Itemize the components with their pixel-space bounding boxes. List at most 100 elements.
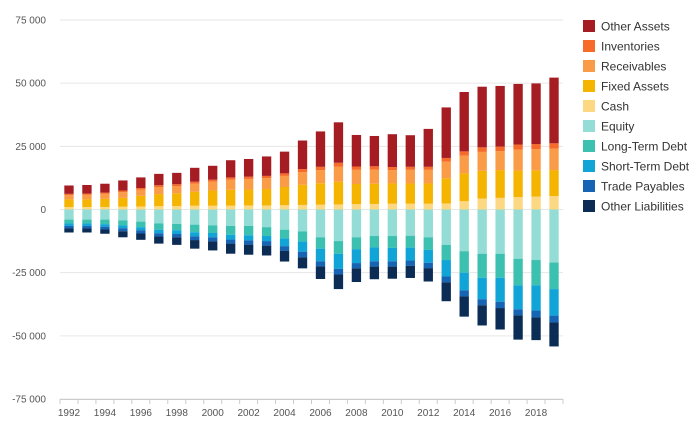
bar-segment-fixed-assets (136, 195, 146, 207)
bar-segment-inventories (208, 179, 218, 182)
bar-segment-cash (82, 206, 92, 210)
bar-segment-long-term-debt (405, 235, 415, 248)
bar-segment-trade-payables (136, 230, 146, 234)
bar-segment-fixed-assets (82, 199, 92, 207)
legend-label: Other Assets (601, 20, 670, 34)
bar-segment-inventories (477, 147, 487, 152)
bar-segment-trade-payables (495, 301, 505, 309)
bar-segment-fixed-assets (387, 183, 398, 204)
bar-segment-short-term-debt (297, 241, 308, 252)
bar-segment-trade-payables (549, 315, 559, 323)
legend-swatch (583, 40, 595, 52)
bar-segment-short-term-debt (315, 248, 326, 262)
bar-segment-receivables (225, 179, 236, 190)
bar-segment-fixed-assets (459, 173, 469, 202)
bar-segment-inventories (495, 146, 505, 152)
bar-segment-cash (531, 196, 541, 210)
legend-swatch (583, 20, 595, 32)
bar-segment-long-term-debt (369, 236, 380, 248)
bar-segment-receivables (208, 181, 218, 191)
bar-segment-other-assets (136, 177, 146, 189)
x-tick-label: 2002 (238, 408, 261, 419)
bar-segment-inventories (82, 193, 92, 195)
bar-segment-equity (315, 209, 326, 238)
bar-segment-long-term-debt (64, 219, 74, 224)
bar-segment-inventories (513, 144, 523, 150)
bar-segment-trade-payables (208, 237, 218, 242)
y-tick-label: -75 000 (12, 395, 46, 406)
x-tick-label: 2012 (417, 408, 440, 419)
bar-segment-equity (387, 209, 398, 237)
bar-segment-other-assets (405, 135, 415, 167)
bar-segment-trade-payables (441, 276, 451, 283)
bar-segment-equity (459, 209, 469, 252)
bar-segment-cash (261, 205, 272, 210)
bar-segment-inventories (64, 193, 74, 196)
bar-segment-other-liabilities (297, 257, 308, 269)
bar-segment-inventories (441, 157, 451, 162)
bar-segment-long-term-debt (315, 237, 326, 249)
bar-segment-long-term-debt (154, 223, 164, 230)
bar-segment-cash (333, 204, 344, 210)
bar-segment-long-term-debt (297, 231, 308, 242)
bar-segment-trade-payables (477, 299, 487, 306)
bar-segment-long-term-debt (477, 253, 487, 278)
bar-segment-short-term-debt (477, 277, 487, 300)
bar-segment-receivables (369, 169, 380, 184)
bar-segment-short-term-debt (549, 289, 559, 316)
bar-segment-cash (549, 196, 559, 210)
bar-segment-long-term-debt (531, 260, 541, 286)
bar-segment-long-term-debt (136, 221, 146, 228)
bar-segment-equity (82, 209, 92, 220)
bar-segment-other-assets (369, 135, 380, 167)
bar-segment-other-liabilities (118, 231, 128, 238)
bar-segment-other-liabilities (136, 233, 146, 240)
bar-segment-short-term-debt (190, 232, 200, 237)
bar-segment-short-term-debt (154, 229, 164, 234)
bar-segment-cash (495, 197, 505, 210)
bar-segment-other-liabilities (531, 317, 541, 341)
bar-segment-equity (513, 209, 523, 259)
bar-segment-equity (225, 209, 236, 226)
bar-segment-inventories (315, 166, 326, 171)
bar-segment-receivables (441, 161, 451, 179)
x-tick-label: 2008 (345, 408, 368, 419)
bar-segment-short-term-debt (351, 249, 362, 264)
bar-segment-long-term-debt (261, 227, 272, 237)
bar-segment-other-liabilities (208, 241, 218, 251)
bar-segment-long-term-debt (333, 241, 344, 254)
bar-segment-receivables (243, 178, 254, 190)
bar-segment-fixed-assets (190, 191, 200, 206)
bar-segment-fixed-assets (208, 190, 218, 206)
legend-swatch (583, 120, 595, 132)
bar-segment-long-term-debt (495, 253, 505, 278)
bar-segment-trade-payables (531, 310, 541, 318)
bar-segment-receivables (495, 151, 505, 171)
bar-segment-other-assets (351, 134, 362, 167)
bar-segment-long-term-debt (172, 223, 182, 231)
bar-segment-inventories (549, 143, 559, 149)
bar-segment-short-term-debt (279, 238, 290, 247)
bar-segment-equity (297, 209, 308, 232)
bar-segment-inventories (279, 173, 290, 176)
bar-segment-short-term-debt (333, 253, 344, 269)
bar-segment-inventories (369, 166, 380, 170)
legend-swatch (583, 160, 595, 172)
bar-segment-trade-payables (513, 309, 523, 316)
bar-segment-other-liabilities (405, 265, 415, 278)
bar-segment-short-term-debt (423, 249, 433, 263)
legend-swatch (583, 180, 595, 192)
bar-segment-other-assets (333, 122, 344, 163)
legend-label: Trade Payables (601, 180, 685, 194)
bar-segment-equity (495, 209, 505, 254)
bar-segment-other-liabilities (315, 266, 326, 279)
x-tick-label: 1998 (166, 408, 189, 419)
bar-segment-other-assets (261, 156, 272, 176)
bar-segment-fixed-assets (477, 170, 487, 199)
bar-segment-other-assets (297, 140, 308, 170)
bar-segment-other-liabilities (100, 229, 110, 234)
bar-segment-receivables (279, 175, 290, 188)
bar-segment-other-liabilities (513, 315, 523, 340)
bar-segment-equity (172, 209, 182, 224)
bar-segment-other-assets (549, 77, 559, 144)
